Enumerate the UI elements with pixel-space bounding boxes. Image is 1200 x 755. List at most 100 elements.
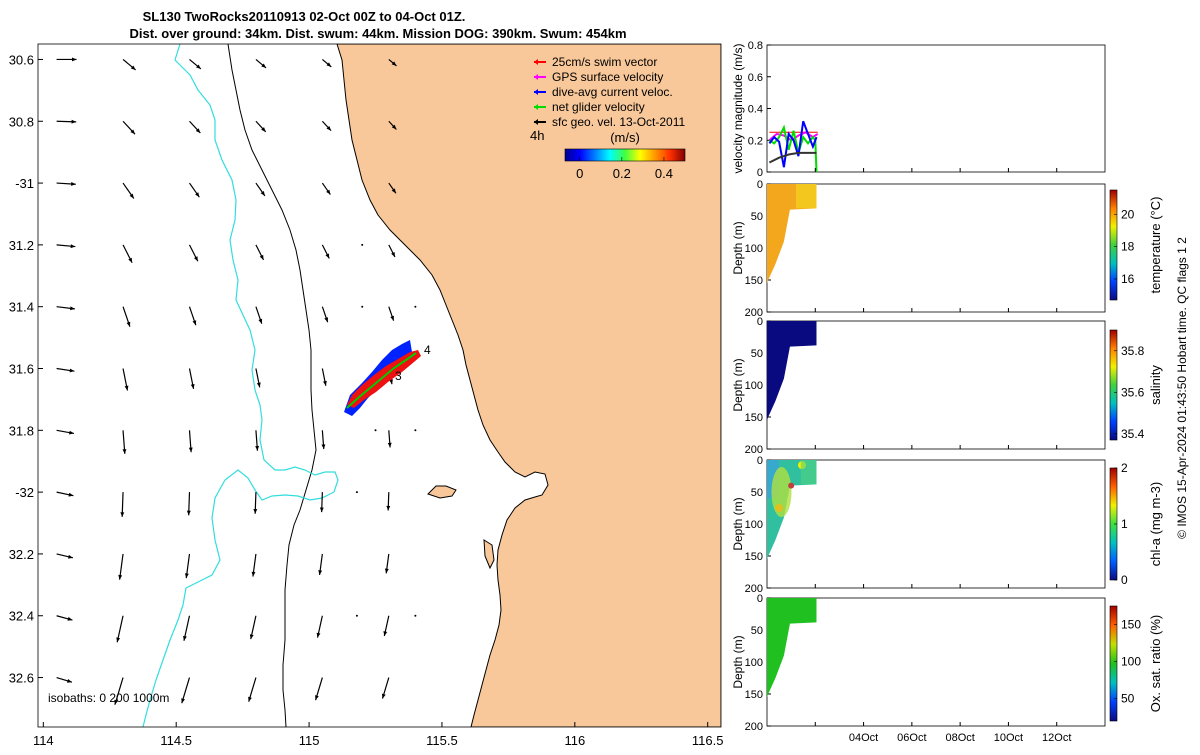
current-vector-head <box>69 368 75 373</box>
imos-credit: © IMOS 15-Apr-2024 01:43:50 Hobart time.… <box>1175 237 1189 539</box>
map-y-tick-label: 32.2 <box>9 547 34 562</box>
track-label: 3 <box>395 369 402 383</box>
colorbar-gradient <box>564 148 686 162</box>
current-vector-head <box>316 632 321 638</box>
current-vector-head <box>196 64 201 69</box>
current-vector-head <box>192 320 197 326</box>
current-vector-head <box>70 306 75 311</box>
current-vector-head <box>249 634 254 640</box>
current-vector-head <box>69 430 74 435</box>
current-vector-head <box>114 699 119 705</box>
section-colorbar-tick-label: 35.6 <box>1121 385 1145 399</box>
map-x-tick-label: 115.5 <box>426 733 458 748</box>
section-y-tick-label: 150 <box>745 412 763 424</box>
section-y-tick-label: 0 <box>757 316 763 328</box>
section-data-fill <box>767 321 817 421</box>
current-vector-head <box>122 449 127 454</box>
current-vector-head <box>256 382 261 388</box>
current-vector-head <box>326 125 332 131</box>
current-vector-head <box>384 568 389 574</box>
current-vector-head <box>261 63 267 68</box>
section-y-axis-label: Depth (m) <box>731 358 745 411</box>
map-frame <box>37 43 722 728</box>
section-y-axis-label: Depth (m) <box>731 497 745 550</box>
colorbar-tick-label: 0.4 <box>655 166 673 181</box>
section-colorbar-tick-label: 100 <box>1121 655 1141 669</box>
current-vector-head <box>248 696 252 702</box>
time-axis: 04Oct 06Oct 08Oct 10Oct 12Oct <box>849 732 1072 744</box>
section-y-tick-label: 50 <box>751 211 763 223</box>
current-vector-dot <box>361 305 364 308</box>
time-tick-label: 04Oct <box>849 732 878 744</box>
section-y-tick-label: 200 <box>745 444 763 456</box>
section-data-patch <box>771 467 792 517</box>
current-vector-head <box>323 380 327 386</box>
velocity-y-axis-label: velocity magnitude (m/s) <box>731 43 745 173</box>
section-colorbar-tick-label: 1 <box>1121 517 1128 531</box>
current-vector-dot <box>361 243 364 246</box>
velocity-series-line <box>768 151 817 164</box>
velocity-series-line <box>768 120 818 168</box>
legend-label: net glider velocity <box>552 100 645 114</box>
map-y-tick-label: -32 <box>15 485 34 500</box>
current-vector-head <box>261 127 266 132</box>
map-panel: 4 3 114 114.5 115 115.5 116 116.5 30.6 30.8 -31… <box>9 43 724 748</box>
current-vector-head <box>129 193 134 199</box>
section-y-tick-label: 100 <box>745 519 763 531</box>
current-vector-dot <box>414 429 417 432</box>
section-colorbar-tick-label: 20 <box>1121 207 1135 221</box>
section-data-fill <box>767 598 817 698</box>
current-vector-head <box>120 512 125 517</box>
current-vector-head <box>381 693 386 699</box>
map-y-tick-label: 31.2 <box>9 238 34 253</box>
current-vector-head <box>184 573 189 579</box>
current-vector-head <box>71 119 77 124</box>
section-y-tick-label: 0 <box>757 455 763 467</box>
section-y-tick-label: 200 <box>745 721 763 733</box>
current-vector-head <box>188 447 193 453</box>
velocity-y-tick-label: 0.2 <box>748 135 763 147</box>
section-colorbar-tick-label: 35.8 <box>1121 344 1145 358</box>
island <box>483 539 495 570</box>
current-vector-head <box>181 698 185 704</box>
section-data-patch <box>800 460 817 485</box>
colorbar-title: (m/s) <box>610 130 640 145</box>
current-vector-head <box>66 678 72 683</box>
current-vector-head <box>319 507 324 513</box>
isobath-0m <box>227 44 317 727</box>
current-vector-head <box>260 190 265 196</box>
section-colorbar-tick-label: 16 <box>1121 272 1135 286</box>
island <box>427 485 457 499</box>
map-y-tick-label: 31.6 <box>9 362 34 377</box>
section-y-tick-label: 50 <box>751 625 763 637</box>
current-vector-head <box>391 61 397 66</box>
time-tick-label: 10Oct <box>994 732 1023 744</box>
section-plot-area <box>766 183 1106 313</box>
colorbar-tick-label: 0 <box>576 166 583 181</box>
section-y-tick-label: 200 <box>745 307 763 319</box>
map-y-tick-label: 32.6 <box>9 671 34 686</box>
legend-swatch-head <box>534 104 538 110</box>
time-tick-label: 06Oct <box>897 732 926 744</box>
figure-title-line2: Dist. over ground: 34km. Dist. swum: 44k… <box>129 26 626 41</box>
legend-swatch-head <box>534 59 538 65</box>
legend-label: 25cm/s swim vector <box>552 55 657 69</box>
section-colorbar-tick-label: 2 <box>1121 461 1128 475</box>
current-vector-dot <box>355 491 358 494</box>
section-y-axis-label: Depth (m) <box>731 221 745 274</box>
velocity-y-tick-label: 0.4 <box>748 104 763 116</box>
current-vector-head <box>116 637 121 643</box>
section-y-tick-label: 100 <box>745 243 763 255</box>
current-vector-head <box>318 570 323 575</box>
current-vector-head <box>68 492 74 497</box>
current-vector-head <box>326 62 332 67</box>
figure-title-line1: SL130 TwoRocks20110913 02-Oct 00Z to 04-… <box>143 9 466 24</box>
section-colorbar-tick-label: 50 <box>1121 692 1135 706</box>
net-glider-track <box>346 352 417 409</box>
map-y-tick-label: 30.6 <box>9 52 34 67</box>
map-y-axis: 30.6 30.8 -31 31.2 31.4 31.6 31.8 -32 32.2 32.4 32… <box>9 52 43 686</box>
velocity-y-tick-label: 0.6 <box>748 72 763 84</box>
